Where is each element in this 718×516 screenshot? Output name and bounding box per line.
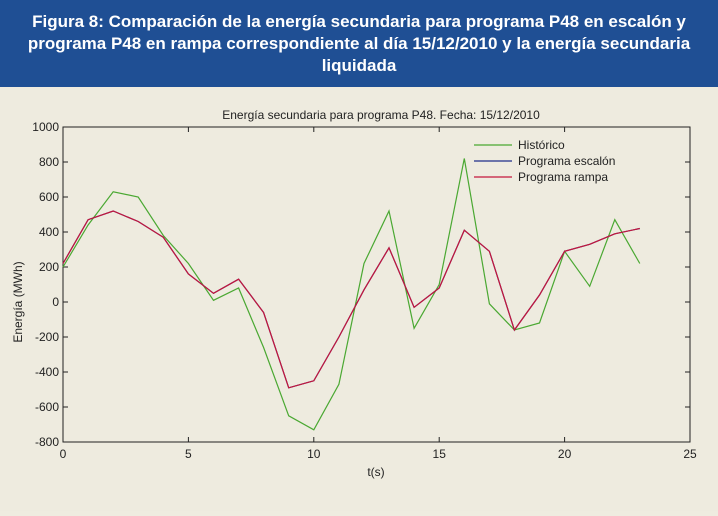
x-tick-label: 10: [307, 447, 321, 461]
series-layer: [62, 158, 641, 431]
y-tick-label: -400: [35, 365, 59, 379]
x-tick-label: 25: [683, 447, 697, 461]
chart-title: Energía secundaria para programa P48. Fe…: [222, 108, 540, 122]
x-tick-label: 20: [558, 447, 572, 461]
line-chart: Energía secundaria para programa P48. Fe…: [11, 108, 697, 479]
axes: 0 5 10 15 20 25 -800 -600 -400 -200 0 200 400 600 800 1…: [32, 120, 697, 461]
y-tick-label: 600: [39, 190, 59, 204]
y-tick-label: 1000: [32, 120, 59, 134]
y-tick-label: 0: [52, 295, 59, 309]
series-line-programa-rampa: [62, 210, 640, 389]
series-line-histórico: [62, 158, 641, 431]
figure-caption-banner: Figura 8: Comparación de la energía secu…: [0, 0, 718, 87]
legend-label: Programa escalón: [518, 154, 615, 168]
legend: Histórico Programa escalón Programa rampa: [474, 138, 615, 184]
plot-frame: [62, 126, 691, 443]
legend-label: Histórico: [518, 138, 565, 152]
figure-caption: Figura 8: Comparación de la energía secu…: [27, 11, 691, 75]
y-tick-label: -200: [35, 330, 59, 344]
y-tick-label: -800: [35, 435, 59, 449]
y-axis-label: Energía (MWh): [11, 261, 25, 342]
y-tick-label: 400: [39, 225, 59, 239]
y-tick-label: 200: [39, 260, 59, 274]
x-axis-label: t(s): [367, 465, 384, 479]
x-tick-label: 15: [433, 447, 447, 461]
x-tick-label: 5: [185, 447, 192, 461]
y-tick-label: 800: [39, 155, 59, 169]
series-line-programa-escalón: [62, 210, 640, 389]
chart-area: Energía secundaria para programa P48. Fe…: [0, 87, 718, 511]
y-tick-label: -600: [35, 400, 59, 414]
legend-label: Programa rampa: [518, 170, 608, 184]
x-tick-label: 0: [60, 447, 67, 461]
